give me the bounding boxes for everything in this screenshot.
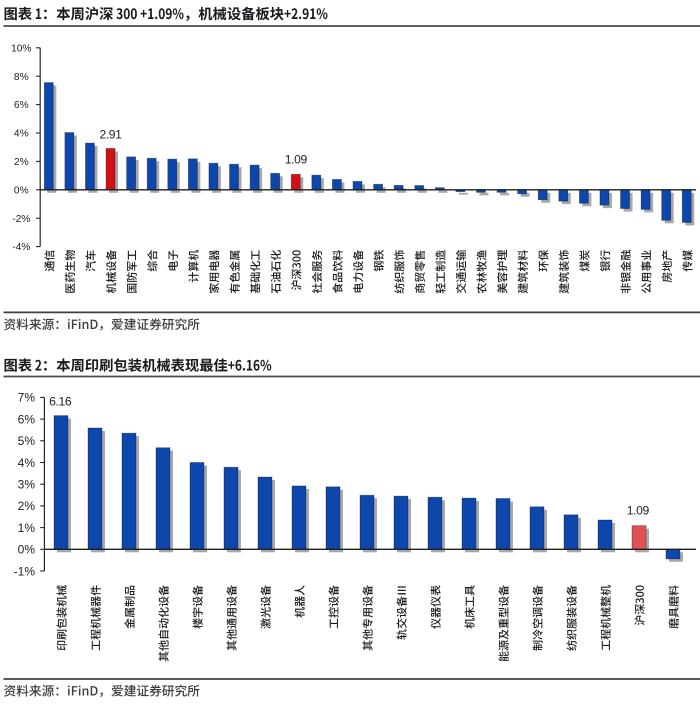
svg-text:2%: 2%: [18, 499, 36, 513]
svg-text:1%: 1%: [18, 521, 36, 535]
svg-text:2%: 2%: [14, 157, 29, 168]
svg-text:3%: 3%: [18, 478, 36, 492]
svg-text:1.09: 1.09: [285, 153, 308, 167]
svg-text:0%: 0%: [18, 543, 36, 557]
svg-text:10%: 10%: [11, 43, 31, 54]
svg-text:6%: 6%: [18, 412, 36, 426]
svg-text:2.91: 2.91: [99, 127, 122, 141]
svg-text:-2%: -2%: [12, 214, 30, 225]
svg-text:7%: 7%: [18, 391, 36, 405]
svg-text:4%: 4%: [18, 456, 36, 470]
svg-text:-4%: -4%: [12, 242, 30, 253]
svg-text:4%: 4%: [14, 129, 29, 140]
svg-text:5%: 5%: [18, 434, 36, 448]
svg-text:0%: 0%: [14, 185, 29, 196]
svg-text:6.16: 6.16: [49, 394, 72, 408]
svg-text:8%: 8%: [14, 72, 29, 83]
svg-text:1.09: 1.09: [627, 504, 650, 518]
svg-text:6%: 6%: [14, 100, 29, 111]
svg-text:-1%: -1%: [14, 564, 36, 578]
